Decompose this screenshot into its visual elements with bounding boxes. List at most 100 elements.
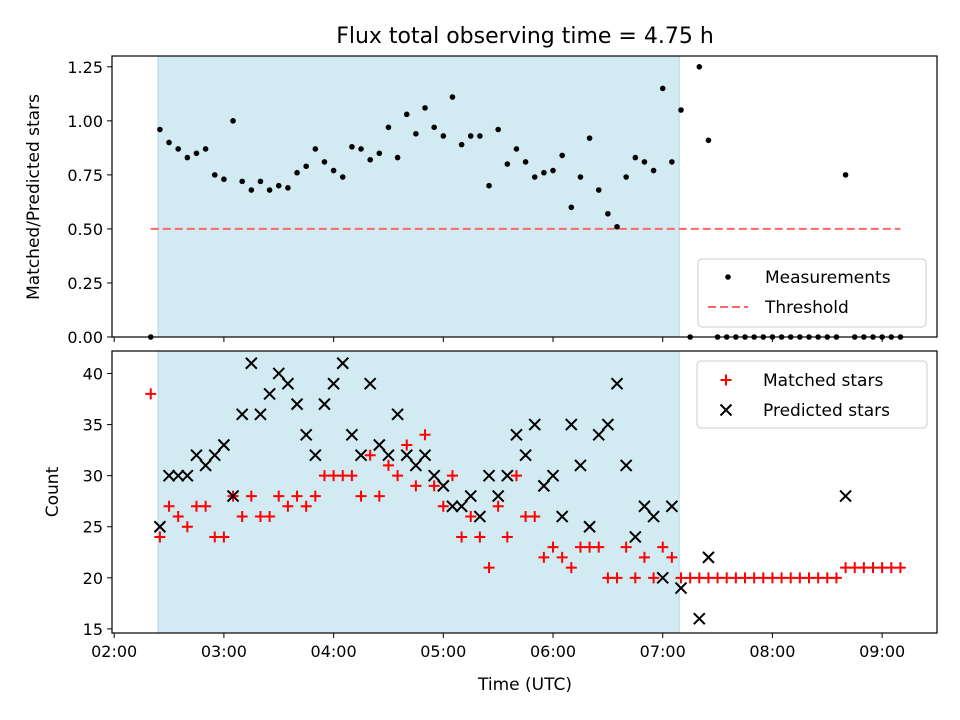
predicted-star-point: [473, 510, 487, 523]
predicted-star-point: [281, 377, 295, 390]
x-tick-label: 05:00: [420, 642, 466, 661]
matched-star-point: [382, 459, 394, 471]
predicted-star-point: [537, 479, 551, 493]
predicted-star-point: [263, 387, 276, 401]
legend-box: [697, 258, 927, 328]
predicted-star-point: [309, 449, 322, 462]
count-y-tick-label: 25: [83, 518, 103, 537]
matched-star-point: [620, 541, 632, 553]
matched-star-point: [200, 500, 212, 512]
x-tick-label: 02:00: [91, 642, 137, 661]
measurement-point: [842, 172, 849, 178]
predicted-star-point: [583, 520, 596, 533]
predicted-star-point: [254, 408, 267, 421]
predicted-star-point: [153, 520, 167, 533]
matched-star-point: [830, 572, 842, 584]
legend-matched-swatch: [720, 374, 732, 386]
matched-star-point: [629, 572, 641, 584]
matched-star-point: [401, 439, 413, 451]
x-tick-label: 06:00: [530, 642, 576, 661]
predicted-star-point: [610, 377, 624, 390]
count-y-tick-label: 20: [83, 569, 103, 588]
measurement-point: [221, 176, 227, 183]
predicted-star-point: [363, 377, 377, 390]
matched-star-point: [492, 500, 504, 512]
predicted-star-point: [510, 428, 523, 441]
predicted-star-point: [373, 438, 386, 452]
ratio-y-axis-label: Matched/Predicted stars: [24, 94, 44, 300]
predicted-star-point: [418, 449, 432, 462]
ratio-y-tick-label: 0.50: [67, 220, 103, 239]
x-tick-label: 08:00: [749, 642, 795, 661]
predicted-star-point: [501, 469, 514, 482]
measurement-point: [440, 133, 447, 139]
predicted-star-point: [491, 489, 505, 503]
matched-star-point: [163, 500, 175, 512]
matched-star-point: [529, 511, 541, 523]
measurement-point: [559, 152, 565, 159]
measurement-point: [376, 150, 383, 157]
matched-star-point: [648, 572, 660, 584]
matched-star-point: [465, 511, 477, 523]
measurement-point: [266, 187, 273, 193]
legend-measurements-swatch: [725, 274, 731, 280]
measurement-point: [294, 169, 300, 176]
predicted-star-point: [235, 408, 249, 421]
predicted-star-point: [245, 357, 258, 370]
matched-star-point: [428, 480, 440, 492]
measurement-point: [166, 139, 172, 146]
predicted-star-point: [592, 428, 605, 441]
measurement-point: [513, 146, 520, 152]
measurement-point: [358, 146, 364, 152]
measurement-point: [449, 94, 456, 100]
count-panel: 02:00 03:00 04:00 05:00 06:00 07:00 08:00 09:00…: [43, 350, 938, 695]
measurement-point: [595, 187, 602, 193]
matched-star-point: [666, 551, 678, 563]
matched-star-point: [218, 531, 230, 543]
chart-title: Flux total observing time = 4.75 h: [336, 24, 714, 49]
matched-star-point: [593, 541, 605, 553]
predicted-star-point: [171, 469, 185, 482]
predicted-star-point: [455, 500, 468, 513]
observing-window-shade-bottom: [157, 350, 680, 634]
x-tick-label: 03:00: [201, 642, 247, 661]
measurement-point: [312, 146, 319, 152]
measurement-point: [184, 154, 191, 161]
matched-star-point: [501, 531, 513, 543]
measurement-point: [669, 159, 675, 165]
predicted-star-point: [409, 459, 423, 472]
matched-star-point: [392, 470, 404, 482]
matched-star-point: [657, 541, 669, 553]
measurement-point: [193, 150, 200, 157]
matched-star-point: [410, 480, 422, 492]
predicted-star-point: [327, 377, 340, 390]
predicted-star-point: [345, 428, 359, 441]
measurement-point: [623, 174, 629, 180]
predicted-star-point: [354, 449, 368, 462]
measurement-point: [413, 131, 419, 137]
matched-star-point: [373, 490, 385, 502]
predicted-star-point: [656, 571, 669, 585]
measurement-point: [175, 146, 181, 152]
matched-star-point: [894, 562, 906, 574]
measurement-point: [458, 141, 465, 148]
legend-box: [696, 360, 928, 429]
measurement-point: [577, 174, 584, 180]
predicted-star-point: [336, 357, 349, 370]
matched-star-point: [355, 490, 367, 502]
measurement-point: [477, 133, 483, 139]
matched-star-point: [565, 562, 577, 574]
measurement-point: [394, 154, 401, 161]
measurement-point: [339, 174, 346, 180]
measurement-point: [349, 143, 355, 150]
count-plot-area: 02:00 03:00 04:00 05:00 06:00 07:00 08:00 09:00…: [83, 350, 906, 661]
predicted-star-point: [601, 418, 615, 431]
matched-star-point: [419, 429, 431, 441]
predicted-star-point: [382, 449, 395, 462]
measurement-point: [541, 169, 547, 176]
legend-predicted-label: Predicted stars: [763, 401, 890, 421]
matched-star-point: [638, 551, 650, 563]
measurement-point: [303, 163, 309, 170]
measurement-point: [705, 137, 712, 144]
predicted-star-point: [190, 449, 203, 462]
